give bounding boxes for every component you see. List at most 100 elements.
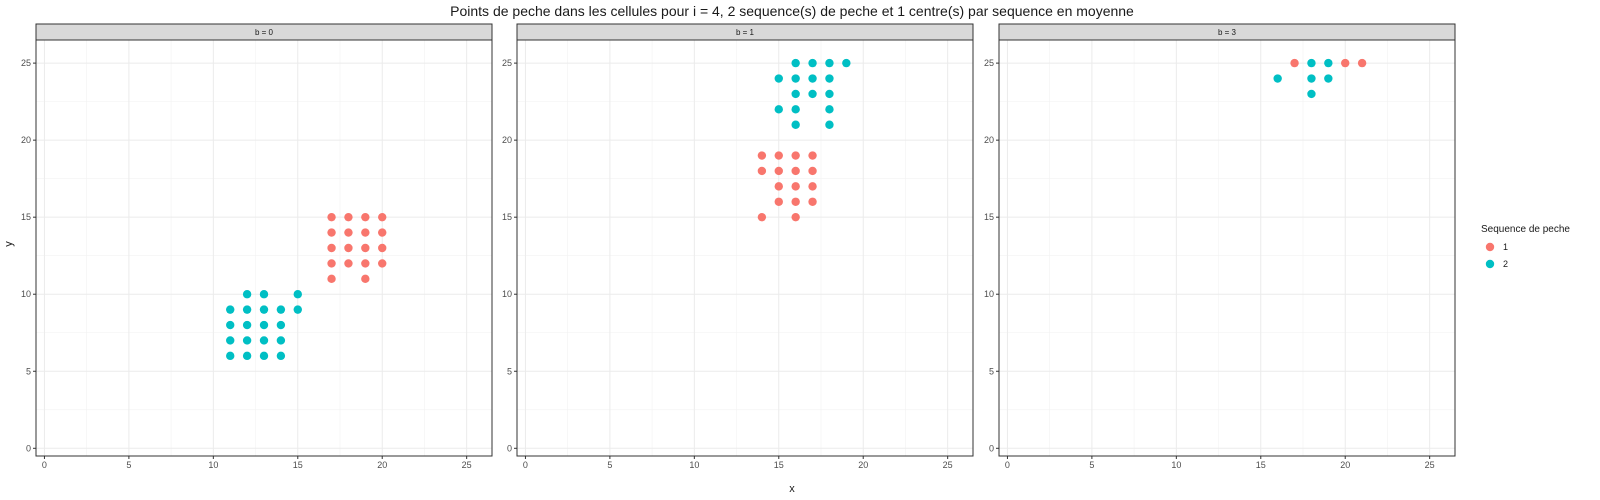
data-point-series-1 [327,243,336,253]
data-point-series-2 [825,58,834,68]
data-point-series-2 [276,305,286,314]
data-point-series-2 [242,290,252,299]
data-point-series-1 [1290,58,1299,68]
data-point-series-2 [226,320,235,330]
data-point-series-2 [1307,74,1316,83]
data-point-series-2 [242,336,252,345]
data-point-series-2 [791,74,800,83]
data-point-series-1 [361,228,370,237]
data-point-series-2 [259,336,269,345]
data-point-series-1 [791,166,800,176]
data-point-series-1 [757,166,767,176]
data-point-series-1 [774,151,783,160]
y-tick-label: 15 [984,212,994,222]
legend-label-2: 2 [1503,259,1508,269]
data-point-series-2 [242,351,252,361]
x-axis-title: x [789,483,795,495]
data-point-series-1 [344,212,353,222]
data-point-series-2 [226,336,235,345]
facet-panel: b = 1 0 5 10 15 20 25 0 5 10 15 20 25 [502,23,974,470]
x-tick-label: 15 [1256,460,1266,470]
data-point-series-1 [774,182,783,191]
data-point-series-2 [259,320,269,330]
data-point-series-2 [774,105,783,114]
data-point-series-1 [808,166,817,176]
data-point-series-2 [226,305,235,314]
x-tick-label: 5 [607,460,612,470]
data-point-series-2 [226,351,235,361]
y-tick-label: 10 [21,289,31,299]
y-tick-label: 15 [21,212,31,222]
y-tick-label: 5 [989,366,994,376]
data-point-series-2 [259,305,269,314]
data-point-series-1 [378,212,387,222]
panel-background [517,40,973,456]
y-tick-label: 25 [502,58,512,68]
y-tick-label: 0 [26,443,31,453]
y-tick-label: 20 [984,135,994,145]
data-point-series-2 [842,58,851,68]
data-point-series-1 [1357,58,1367,68]
data-point-series-2 [1324,74,1333,83]
data-point-series-2 [791,105,800,114]
facet-panel: b = 3 0 5 10 15 20 25 0 5 10 15 20 25 [984,23,1456,470]
data-point-series-1 [344,228,353,237]
y-tick-label: 25 [21,58,31,68]
data-point-series-1 [378,259,387,268]
data-point-series-2 [293,290,302,299]
data-point-series-1 [361,259,370,268]
data-point-series-2 [276,336,286,345]
data-point-series-1 [344,243,353,253]
data-point-series-2 [791,89,800,99]
y-tick-label: 10 [984,289,994,299]
data-point-series-2 [259,290,269,299]
data-point-series-1 [361,243,370,253]
y-tick-label: 0 [989,443,994,453]
legend-key-1 [1485,242,1495,252]
data-point-series-2 [259,351,269,361]
x-tick-label: 25 [1425,460,1435,470]
strip-label: b = 1 [736,28,755,37]
data-point-series-2 [808,74,817,83]
data-point-series-2 [1307,58,1316,68]
x-tick-label: 15 [293,460,303,470]
x-tick-label: 20 [858,460,868,470]
data-point-series-1 [808,182,817,191]
x-tick-label: 10 [208,460,218,470]
y-tick-label: 5 [26,366,31,376]
data-point-series-1 [327,228,336,237]
data-point-series-1 [1341,58,1350,68]
data-point-series-1 [791,182,800,191]
strip-label: b = 3 [1218,28,1237,37]
facet-panel: b = 0 0 5 10 15 20 25 0 5 10 15 20 25 [21,23,493,470]
x-tick-label: 5 [1089,460,1094,470]
data-point-series-1 [808,151,817,160]
data-point-series-2 [791,58,800,68]
x-tick-label: 20 [377,460,387,470]
data-point-series-2 [293,305,302,314]
x-tick-label: 5 [126,460,131,470]
data-point-series-2 [825,74,834,83]
panel-background [999,40,1455,456]
x-tick-label: 10 [689,460,699,470]
x-tick-label: 0 [523,460,528,470]
strip-label: b = 0 [255,28,274,37]
data-point-series-1 [791,197,800,206]
y-tick-label: 5 [507,366,512,376]
data-point-series-1 [808,197,817,206]
legend-title: Sequence de peche [1481,224,1570,235]
data-point-series-2 [242,320,252,330]
x-tick-label: 0 [1005,460,1010,470]
data-point-series-1 [757,212,767,222]
y-tick-label: 0 [507,443,512,453]
panel-background [36,40,492,456]
y-tick-label: 20 [21,135,31,145]
x-tick-label: 0 [42,460,47,470]
data-point-series-2 [825,120,834,129]
legend: Sequence de peche 1 2 [1481,224,1570,269]
data-point-series-1 [344,259,353,268]
data-point-series-1 [791,212,800,222]
strip-background [516,23,974,41]
facet-panels: b = 0 0 5 10 15 20 25 0 5 10 15 20 25 b = 1 0 5 10 15 20 25… [21,23,1456,470]
